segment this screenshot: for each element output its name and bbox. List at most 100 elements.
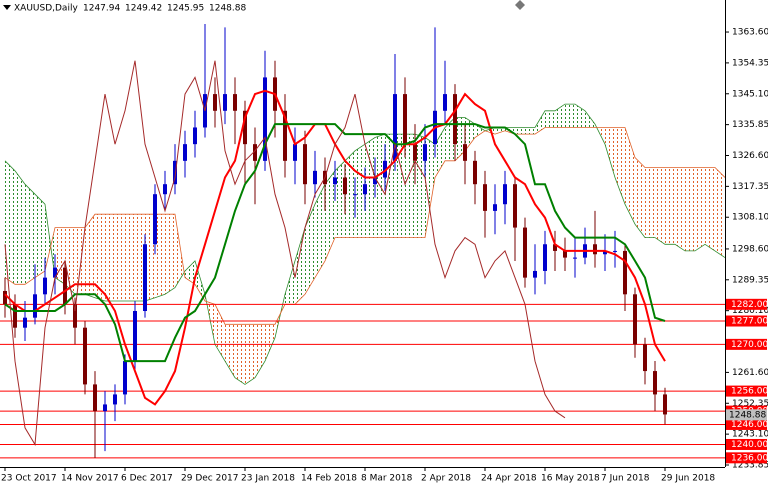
candle-body xyxy=(463,144,467,161)
cloud-fill xyxy=(695,167,705,251)
cloud-fill xyxy=(305,204,315,295)
level-label-box xyxy=(726,438,767,450)
x-tick-label: 8 Mar 2018 xyxy=(361,474,413,484)
cloud-fill xyxy=(315,184,325,278)
candle-body xyxy=(663,394,667,415)
cloud-fill xyxy=(115,214,125,301)
candle-body xyxy=(293,144,297,161)
cloud-fill xyxy=(405,134,415,238)
y-tick-label: 1280.10 xyxy=(732,306,768,316)
x-tick-label: 16 May 2018 xyxy=(541,474,600,484)
cloud-fill xyxy=(215,304,225,362)
y-tick-label: 1335.85 xyxy=(732,120,768,130)
cloud-fill xyxy=(265,324,275,362)
cloud-fill xyxy=(565,104,575,128)
x-tick-label: 23 Jan 2018 xyxy=(241,474,295,484)
level-label: 1282.00 xyxy=(731,300,768,310)
cloud-fill xyxy=(425,137,435,238)
senkou-span-b xyxy=(4,127,725,325)
candle-body xyxy=(93,384,97,412)
cloud-fill xyxy=(65,227,75,295)
x-tick-label: 14 Feb 2018 xyxy=(301,474,357,484)
cloud-fill xyxy=(35,194,45,278)
cloud-fill xyxy=(465,117,475,151)
level-label: 1240.00 xyxy=(731,440,768,450)
cloud-fill xyxy=(155,214,165,298)
last-price-box xyxy=(726,409,767,421)
y-tick-label: 1252.35 xyxy=(732,399,768,409)
level-label-box xyxy=(726,298,767,310)
candle-body xyxy=(63,267,67,305)
cloud-fill xyxy=(395,134,405,238)
level-label: 1277.00 xyxy=(731,317,768,327)
cloud-fill xyxy=(635,157,645,238)
cloud-fill xyxy=(135,214,145,301)
level-label: 1236.00 xyxy=(731,453,768,463)
cloud-fill xyxy=(165,214,175,295)
cloud-fill xyxy=(535,110,545,135)
candle-body xyxy=(123,361,127,395)
cloud-fill xyxy=(705,167,715,251)
candle-body xyxy=(313,170,317,185)
candle-body xyxy=(283,110,287,161)
header-value: 1247.94 xyxy=(83,4,120,14)
x-tick-label: 29 Dec 2017 xyxy=(181,474,239,484)
cloud-fill xyxy=(185,260,195,285)
cloud-fill xyxy=(245,324,255,385)
candle-body xyxy=(483,184,487,211)
cloud-fill xyxy=(15,170,25,285)
candle-body xyxy=(13,304,17,328)
x-tick-label: 14 Nov 2017 xyxy=(61,474,119,484)
candle-body xyxy=(303,144,307,185)
level-label-box xyxy=(726,315,767,327)
candle-body xyxy=(563,250,567,258)
cloud-fill xyxy=(415,134,425,238)
cloud-fill xyxy=(5,160,15,285)
candle-body xyxy=(143,244,147,311)
candle-body xyxy=(613,250,617,252)
cloud-fill xyxy=(235,324,245,385)
cloud-fill xyxy=(555,104,565,128)
cloud-fill xyxy=(575,104,585,128)
y-tick-label: 1345.10 xyxy=(732,89,768,99)
cloud-fill xyxy=(715,167,725,258)
candle-body xyxy=(553,244,557,251)
cloud-fill xyxy=(365,137,375,238)
candle-body xyxy=(113,394,117,405)
cloud-fill xyxy=(255,324,265,378)
cloud-fill xyxy=(285,260,295,305)
candle-body xyxy=(383,160,387,178)
plot-area xyxy=(0,24,725,459)
cloud-fill xyxy=(455,117,465,161)
cloud-fill xyxy=(295,227,305,305)
cloud-fill xyxy=(685,167,695,251)
cloud-fill xyxy=(625,127,635,225)
candle-body xyxy=(243,110,247,145)
candle-body xyxy=(543,244,547,271)
indicator-line xyxy=(4,60,566,447)
candle-body xyxy=(623,250,627,295)
candle-body xyxy=(633,294,637,345)
level-label-box xyxy=(726,338,767,350)
y-tick-label: 1363.60 xyxy=(732,28,768,38)
x-tick-label: 29 Jun 2018 xyxy=(661,474,715,484)
candle-body xyxy=(33,294,37,318)
cloud-fill xyxy=(335,160,345,238)
candle-body xyxy=(593,244,597,255)
cloud-fill xyxy=(95,214,105,301)
candle-body xyxy=(343,177,347,195)
candle-body xyxy=(23,317,27,328)
candle-body xyxy=(603,250,607,255)
cloud-fill xyxy=(615,127,625,205)
candle-body xyxy=(193,127,197,145)
candle-body xyxy=(263,77,267,161)
cloud-fill xyxy=(645,167,655,238)
y-tick-label: 1233.85 xyxy=(732,460,768,470)
y-tick-label: 1289.35 xyxy=(732,275,768,285)
x-tick-label: 6 Dec 2017 xyxy=(121,474,173,484)
candle-body xyxy=(443,94,447,111)
candle-body xyxy=(493,204,497,211)
cloud-fill xyxy=(385,134,395,238)
y-tick-label: 1326.60 xyxy=(732,151,768,161)
